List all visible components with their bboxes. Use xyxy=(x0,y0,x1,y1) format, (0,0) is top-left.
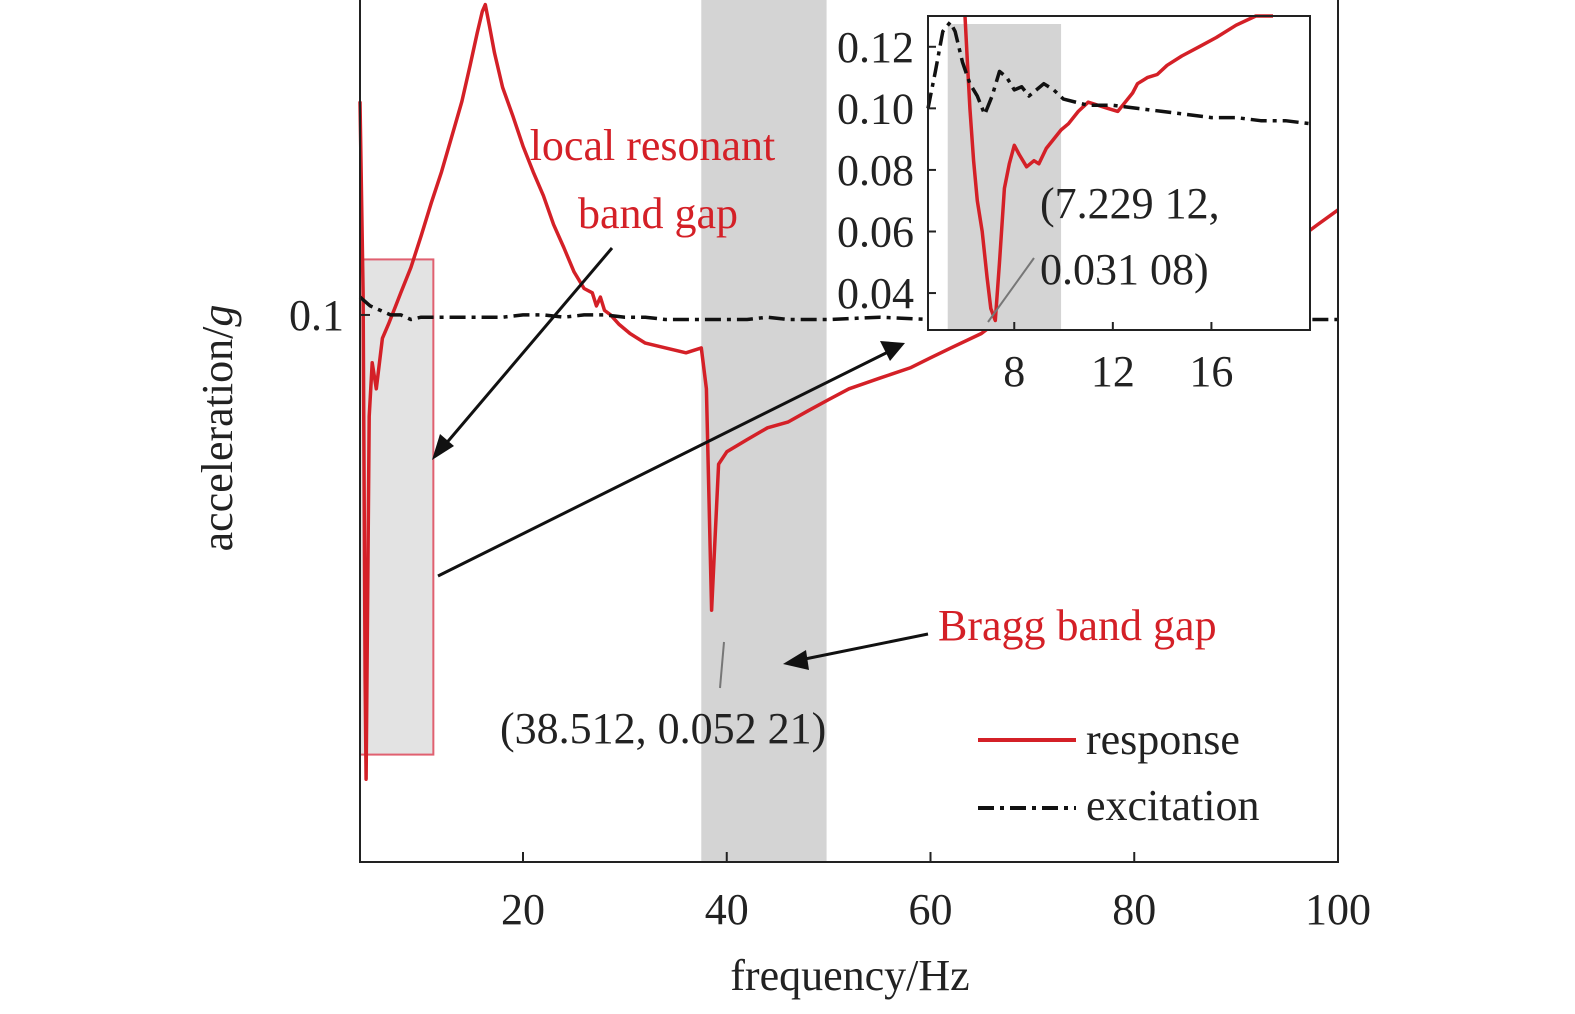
inset-minimum-leader-line xyxy=(987,257,1035,323)
inset-x-tick-label: 16 xyxy=(1189,347,1233,396)
inset-y-tick-label: 0.12 xyxy=(837,23,914,72)
inset-y-tick-label: 0.04 xyxy=(837,269,914,318)
x-tick-label: 80 xyxy=(1112,885,1156,934)
y-axis-label-main: acceleration/ xyxy=(193,326,242,552)
inset-x-tick-label: 8 xyxy=(1003,347,1025,396)
bragg-band-gap-arrowhead xyxy=(783,650,809,670)
inset-frame xyxy=(927,15,1311,331)
legend-label-response: response xyxy=(1086,715,1240,764)
local-band-gap-line-2: band gap xyxy=(578,189,738,238)
inset-minimum-line-1: (7.229 12, xyxy=(1040,179,1220,228)
inset-x-axis-ticks: 8 12 16 xyxy=(1003,322,1233,396)
minimum-leader-line xyxy=(719,641,725,689)
bragg-band-gap-label: Bragg band gap xyxy=(938,601,1217,650)
x-tick-label: 100 xyxy=(1305,885,1371,934)
local-band-gap-label: local resonant band gap xyxy=(530,121,787,238)
inset-series-excitation-line xyxy=(926,20,1311,126)
local-band-gap-arrowhead xyxy=(432,434,454,460)
x-tick-label: 20 xyxy=(501,885,545,934)
y-axis-ticks: 0.1 xyxy=(289,291,370,340)
y-axis-label-italic: g xyxy=(193,305,242,327)
x-axis-label: frequency/Hz xyxy=(730,951,969,1000)
inset-series-response-line xyxy=(963,14,1273,323)
local-band-gap-arrow xyxy=(442,247,614,447)
main-plot: 20 40 60 80 100 0.1 frequency/Hz acceleratio… xyxy=(193,0,1371,1000)
inset-series-group xyxy=(926,14,1311,323)
zoom-connector-arrowhead xyxy=(880,341,905,361)
plot-frame xyxy=(359,0,1339,863)
zoom-connector-arrow xyxy=(437,350,889,578)
inset-y-tick-label: 0.06 xyxy=(837,207,914,256)
inset-y-axis-ticks: 0.04 0.06 0.08 0.10 0.12 xyxy=(837,23,936,318)
inset-minimum-line-2: 0.031 08) xyxy=(1040,245,1209,294)
inset-x-tick-label: 12 xyxy=(1091,347,1135,396)
minimum-point-label: (38.512, 0.052 21) xyxy=(500,704,826,753)
x-tick-label: 60 xyxy=(909,885,953,934)
local-band-gap-line-1: local resonant xyxy=(530,121,776,170)
x-axis-ticks: 20 40 60 80 100 xyxy=(501,852,1371,934)
inset-y-tick-label: 0.08 xyxy=(837,146,914,195)
x-tick-label: 40 xyxy=(705,885,749,934)
inset-plot: 8 12 16 0.04 0.06 0.08 0.10 0.12 (7.229 12, 0.… xyxy=(837,14,1311,396)
legend-label-excitation: excitation xyxy=(1086,781,1260,830)
inset-minimum-label: (7.229 12, 0.031 08) xyxy=(1040,179,1231,294)
inset-y-tick-label: 0.10 xyxy=(837,84,914,133)
zoom-region-box xyxy=(359,258,435,756)
legend: response excitation xyxy=(978,715,1260,830)
bragg-band-gap-arrow xyxy=(799,632,929,662)
y-tick-label: 0.1 xyxy=(289,291,344,340)
y-axis-label: acceleration/g xyxy=(193,305,242,552)
